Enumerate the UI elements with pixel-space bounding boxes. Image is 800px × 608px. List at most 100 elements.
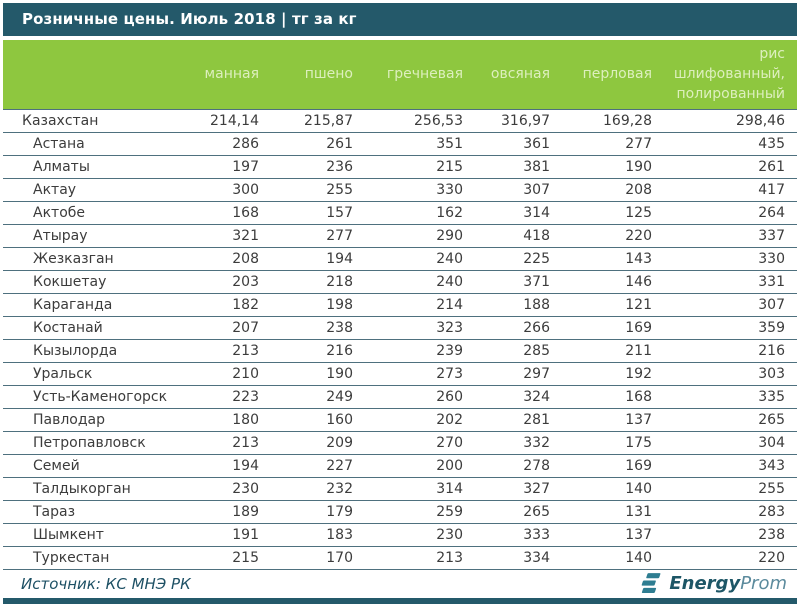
value-cell: 314 — [523, 204, 550, 221]
value-cell: 334 — [523, 549, 550, 566]
table-row: Семей 194 227 200 278 169 343 — [3, 454, 797, 477]
table-row: Уральск 210 190 273 297 192 303 — [3, 362, 797, 385]
source-note: Источник: КС МНЭ РК — [21, 574, 191, 593]
logo-text-energy: Energy — [669, 572, 741, 594]
value-cell: 361 — [523, 135, 550, 152]
value-cell: 273 — [436, 365, 463, 382]
region-cell: Талдыкорган — [33, 480, 131, 497]
value-cell: 236 — [326, 158, 353, 175]
value-cell: 333 — [523, 526, 550, 543]
table-row: Жезказган 208 194 240 225 143 330 — [3, 247, 797, 270]
value-cell: 223 — [232, 388, 259, 405]
value-cell: 213 — [436, 549, 463, 566]
value-cell: 168 — [232, 204, 259, 221]
value-cell: 343 — [758, 457, 785, 474]
value-cell: 238 — [758, 526, 785, 543]
value-cell: 230 — [436, 526, 463, 543]
value-cell: 240 — [436, 250, 463, 267]
value-cell: 324 — [523, 388, 550, 405]
region-cell: Актобе — [33, 204, 86, 221]
value-cell: 286 — [232, 135, 259, 152]
value-cell: 213 — [232, 434, 259, 451]
value-cell: 321 — [232, 227, 259, 244]
value-cell: 277 — [625, 135, 652, 152]
value-cell: 162 — [436, 204, 463, 221]
value-cell: 283 — [758, 503, 785, 520]
value-cell: 182 — [232, 296, 259, 313]
region-cell: Актау — [33, 181, 77, 198]
value-cell: 323 — [436, 319, 463, 336]
table-row: Туркестан 215 170 213 334 140 220 — [3, 546, 797, 569]
value-cell: 160 — [326, 411, 353, 428]
value-cell: 249 — [326, 388, 353, 405]
value-cell: 220 — [758, 549, 785, 566]
region-cell: Тараз — [33, 503, 76, 520]
value-cell: 266 — [523, 319, 550, 336]
value-cell: 208 — [625, 181, 652, 198]
region-cell: Шымкент — [33, 526, 104, 543]
table-row: Казахстан 214,14 215,87 256,53 316,97 169,28 2… — [3, 109, 797, 132]
value-cell: 214,14 — [210, 112, 259, 129]
value-cell: 238 — [326, 319, 353, 336]
table-row: Талдыкорган 230 232 314 327 140 255 — [3, 477, 797, 500]
value-cell: 183 — [326, 526, 353, 543]
value-cell: 192 — [625, 365, 652, 382]
table-row: Шымкент 191 183 230 333 137 238 — [3, 523, 797, 546]
value-cell: 277 — [326, 227, 353, 244]
table-row: Актау 300 255 330 307 208 417 — [3, 178, 797, 201]
column-header-grechnevaya: гречневая — [386, 66, 463, 83]
column-header-region — [3, 40, 191, 109]
value-cell: 316,97 — [501, 112, 550, 129]
table-row: Костанай 207 238 323 266 169 359 — [3, 316, 797, 339]
value-cell: 418 — [523, 227, 550, 244]
value-cell: 307 — [523, 181, 550, 198]
value-cell: 215 — [436, 158, 463, 175]
value-cell: 227 — [326, 457, 353, 474]
value-cell: 140 — [625, 480, 652, 497]
energyprom-logo: Energy Prom — [638, 572, 797, 595]
value-cell: 125 — [625, 204, 652, 221]
value-cell: 194 — [326, 250, 353, 267]
value-cell: 180 — [232, 411, 259, 428]
table-row: Павлодар 180 160 202 281 137 265 — [3, 408, 797, 431]
value-cell: 169 — [625, 319, 652, 336]
value-cell: 337 — [758, 227, 785, 244]
value-cell: 255 — [326, 181, 353, 198]
region-cell: Семей — [33, 457, 80, 474]
value-cell: 170 — [326, 549, 353, 566]
region-cell: Петропавловск — [33, 434, 146, 451]
value-cell: 188 — [523, 296, 550, 313]
table-row: Актобе 168 157 162 314 125 264 — [3, 201, 797, 224]
column-header-ris: рис шлифованный, полированный — [673, 45, 785, 103]
value-cell: 169,28 — [603, 112, 652, 129]
value-cell: 131 — [625, 503, 652, 520]
value-cell: 179 — [326, 503, 353, 520]
value-cell: 210 — [232, 365, 259, 382]
value-cell: 216 — [758, 342, 785, 359]
region-cell: Караганда — [33, 296, 113, 313]
value-cell: 381 — [523, 158, 550, 175]
value-cell: 300 — [232, 181, 259, 198]
logo-text-prom: Prom — [740, 572, 787, 594]
value-cell: 261 — [758, 158, 785, 175]
column-header-ovsyanaya: овсяная — [490, 66, 550, 83]
value-cell: 303 — [758, 365, 785, 382]
value-cell: 121 — [625, 296, 652, 313]
value-cell: 190 — [625, 158, 652, 175]
value-cell: 332 — [523, 434, 550, 451]
header-row: манная пшено гречневая овсяная перловая … — [3, 40, 797, 109]
table-header: манная пшено гречневая овсяная перловая … — [3, 40, 797, 109]
value-cell: 331 — [758, 273, 785, 290]
value-cell: 304 — [758, 434, 785, 451]
value-cell: 215 — [232, 549, 259, 566]
value-cell: 285 — [523, 342, 550, 359]
value-cell: 209 — [326, 434, 353, 451]
price-table: манная пшено гречневая овсяная перловая … — [3, 40, 797, 570]
value-cell: 297 — [523, 365, 550, 382]
region-cell: Казахстан — [22, 112, 99, 129]
value-cell: 307 — [758, 296, 785, 313]
table-row: Кокшетау 203 218 240 371 146 331 — [3, 270, 797, 293]
value-cell: 264 — [758, 204, 785, 221]
table-row: Атырау 321 277 290 418 220 337 — [3, 224, 797, 247]
